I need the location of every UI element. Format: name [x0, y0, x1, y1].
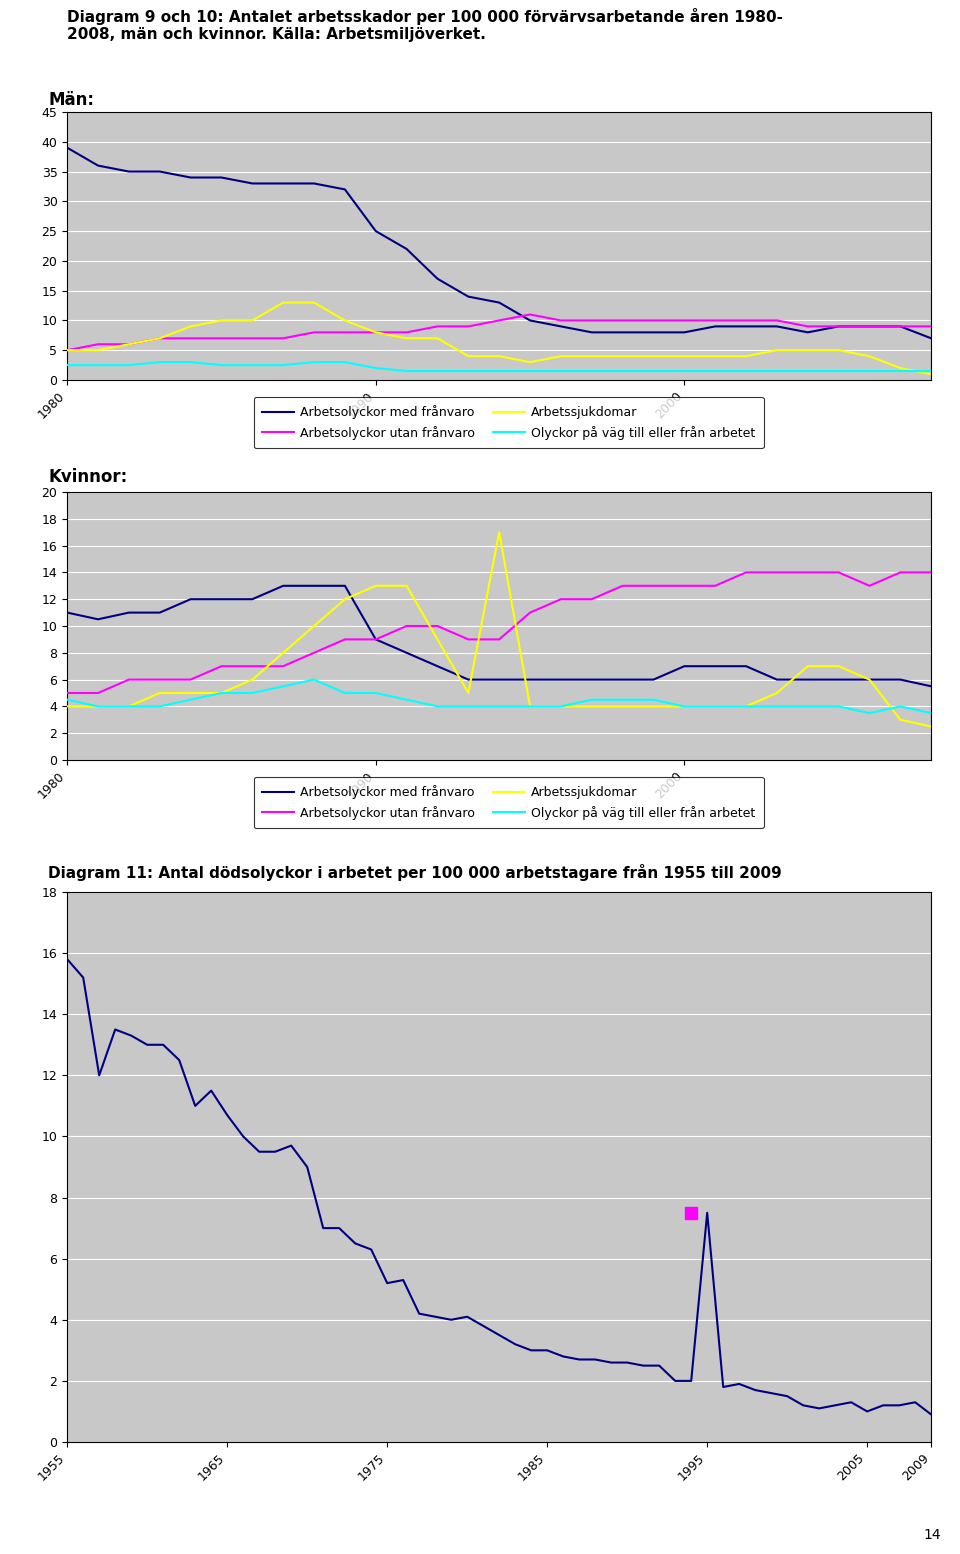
Legend: Arbetsolyckor med frånvaro, Arbetsolyckor utan frånvaro, Arbetssjukdomar, Olycko: Arbetsolyckor med frånvaro, Arbetsolycko… — [253, 777, 764, 828]
Text: Diagram 9 och 10: Antalet arbetsskador per 100 000 förvärvsarbetande åren 1980-
: Diagram 9 och 10: Antalet arbetsskador p… — [67, 8, 783, 42]
Text: Män:: Män: — [48, 92, 94, 109]
Text: Diagram 11: Antal dödsolyckor i arbetet per 100 000 arbetstagare från 1955 till : Diagram 11: Antal dödsolyckor i arbetet … — [48, 864, 781, 881]
Text: Kvinnor:: Kvinnor: — [48, 468, 128, 486]
Text: 14: 14 — [924, 1528, 941, 1542]
Legend: Arbetsolyckor med frånvaro, Arbetsolyckor utan frånvaro, Arbetssjukdomar, Olycko: Arbetsolyckor med frånvaro, Arbetsolycko… — [253, 396, 764, 449]
